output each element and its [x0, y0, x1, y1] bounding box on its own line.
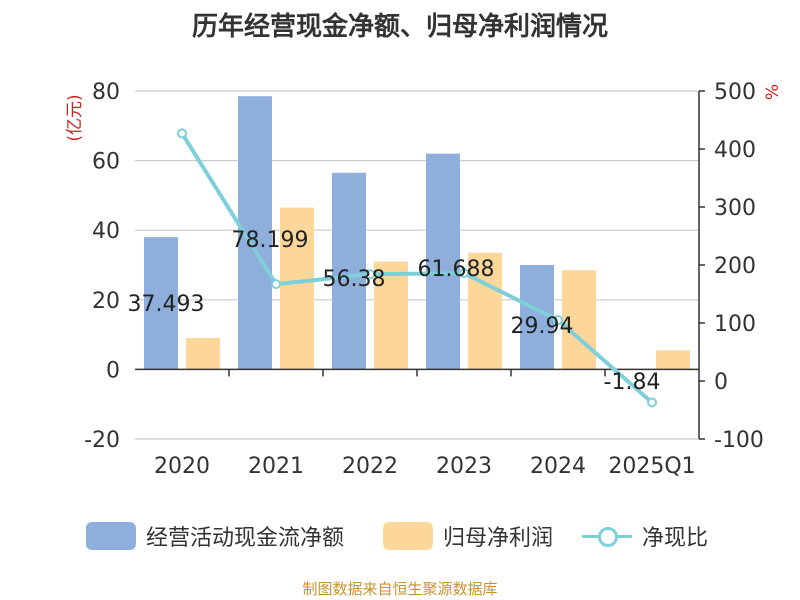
bar-net-profit [468, 252, 502, 370]
bar-cashflow [426, 153, 460, 370]
legend-item-net-profit[interactable]: 归母净利润 [383, 518, 553, 554]
y-right-tick-label: 500 [714, 80, 756, 105]
legend-swatch-cashflow [86, 522, 136, 550]
x-tick-label: 2025Q1 [608, 454, 695, 479]
legend-item-cashflow[interactable]: 经营活动现金流净额 [86, 518, 344, 554]
point-ratio [365, 269, 375, 280]
bar-net-profit [186, 338, 220, 370]
point-ratio [459, 268, 469, 279]
x-tick-label: 2020 [154, 454, 210, 479]
bar-cashflow [332, 172, 366, 370]
x-tick-label: 2024 [530, 454, 586, 479]
y-right-tick-label: 0 [714, 370, 728, 395]
x-tick-label: 2021 [248, 454, 304, 479]
bar-net-profit [656, 350, 690, 370]
data-label-cashflow: -1.84 [604, 370, 661, 395]
bar-cashflow [144, 237, 178, 370]
point-ratio [271, 279, 281, 290]
legend-label-cashflow: 经营活动现金流净额 [146, 526, 345, 551]
y-right-tick-label: 100 [714, 312, 756, 337]
y-left-unit: (亿元) [65, 94, 85, 141]
source-note: 制图数据来自恒生聚源数据库 [302, 580, 498, 598]
y-right-tick-label: 300 [714, 196, 756, 221]
data-label-cashflow: 61.688 [418, 257, 495, 282]
legend-label-ratio: 净现比 [642, 526, 709, 551]
point-ratio [553, 315, 563, 326]
y-right-unit: % [763, 84, 783, 100]
chart-plot: 806040200-205004003002001000-100(亿元)%202… [65, 80, 783, 479]
y-left-tick-label: 40 [92, 219, 120, 244]
y-right-tick-label: 400 [714, 138, 756, 163]
y-left-tick-label: 20 [92, 289, 120, 314]
legend-swatch-net-profit [383, 522, 433, 550]
y-left-tick-label: 60 [92, 150, 120, 175]
y-left-tick-label: 80 [92, 80, 120, 105]
legend: 经营活动现金流净额 归母净利润 净现比 [0, 518, 800, 554]
legend-swatch-ratio [582, 522, 632, 550]
y-left-tick-label: 0 [106, 358, 120, 383]
x-tick-label: 2022 [342, 454, 398, 479]
point-ratio [647, 397, 657, 408]
data-label-cashflow: 37.493 [128, 292, 205, 317]
point-ratio [177, 128, 187, 139]
data-label-cashflow: 29.94 [511, 314, 574, 339]
data-label-cashflow: 56.38 [323, 267, 386, 292]
bar-net-profit [374, 261, 408, 370]
data-label-cashflow: 78.199 [232, 228, 309, 253]
y-left-tick-label: -20 [84, 428, 120, 453]
y-right-tick-label: 200 [714, 254, 756, 279]
legend-label-net-profit: 归母净利润 [443, 526, 554, 551]
y-right-tick-label: -100 [714, 428, 764, 453]
x-tick-label: 2023 [436, 454, 492, 479]
bar-net-profit [562, 270, 596, 370]
line-ratio [180, 132, 654, 404]
legend-item-ratio[interactable]: 净现比 [582, 518, 708, 554]
bar-net-profit [280, 207, 314, 370]
chart-title: 历年经营现金净额、归母净利润情况 [191, 12, 608, 42]
